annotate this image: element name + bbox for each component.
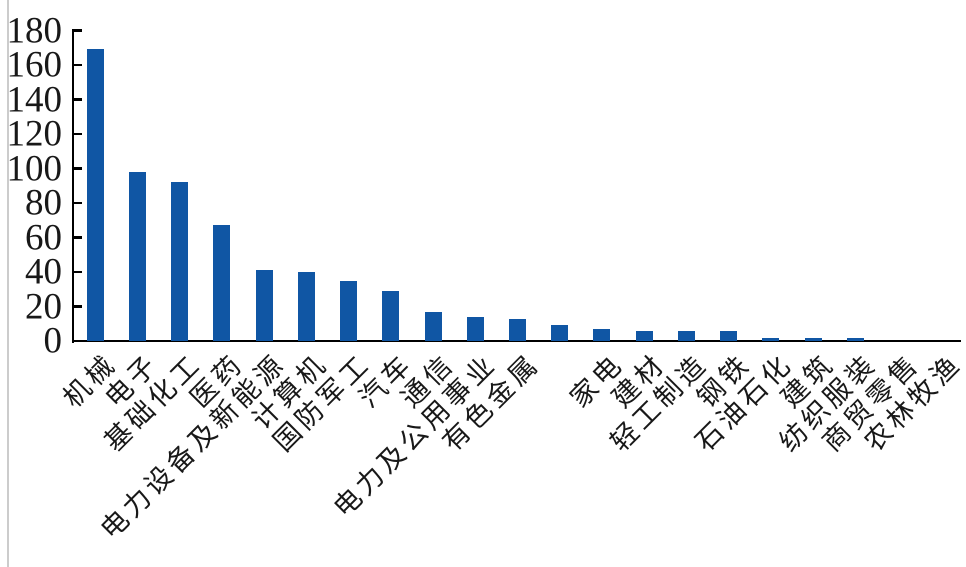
bar <box>762 337 780 341</box>
y-axis-tick-label: 160 <box>6 44 63 86</box>
y-axis-tick <box>74 132 82 136</box>
y-axis-tick-label: 20 <box>25 286 62 327</box>
y-axis-tick-label: 100 <box>6 148 63 189</box>
bar <box>424 311 442 341</box>
y-axis-tick <box>74 270 82 274</box>
y-axis-tick-label: 180 <box>6 10 63 51</box>
bar <box>635 330 653 341</box>
bar <box>340 280 358 341</box>
y-axis-tick-label: 40 <box>25 251 62 293</box>
bar <box>128 171 146 341</box>
y-axis-tick <box>74 29 82 32</box>
y-axis-tick-label: 0 <box>43 320 63 362</box>
y-axis-tick <box>74 63 82 67</box>
bar <box>466 316 484 341</box>
y-axis-tick <box>74 305 82 308</box>
y-axis-tick-label: 120 <box>6 113 63 155</box>
bar <box>551 325 569 341</box>
y-axis-line <box>71 29 74 343</box>
x-axis-line <box>71 339 961 343</box>
y-axis-tick <box>74 98 82 101</box>
y-axis-tick-label: 60 <box>25 217 62 258</box>
bar <box>593 328 611 341</box>
left-border-line <box>7 0 9 567</box>
bar <box>213 225 231 341</box>
y-axis-tick-label: 140 <box>6 79 63 120</box>
y-axis-tick <box>74 201 82 205</box>
y-axis-tick <box>74 236 82 239</box>
bar <box>677 330 695 341</box>
bar <box>171 182 189 341</box>
bar <box>255 270 273 341</box>
bar <box>509 318 526 341</box>
bar <box>846 337 864 341</box>
y-axis-tick-label: 80 <box>25 182 62 224</box>
bar <box>720 330 738 341</box>
y-axis-tick <box>74 167 82 170</box>
bar <box>297 272 315 341</box>
bar <box>804 337 822 341</box>
bar <box>382 290 400 341</box>
bar <box>86 49 104 341</box>
